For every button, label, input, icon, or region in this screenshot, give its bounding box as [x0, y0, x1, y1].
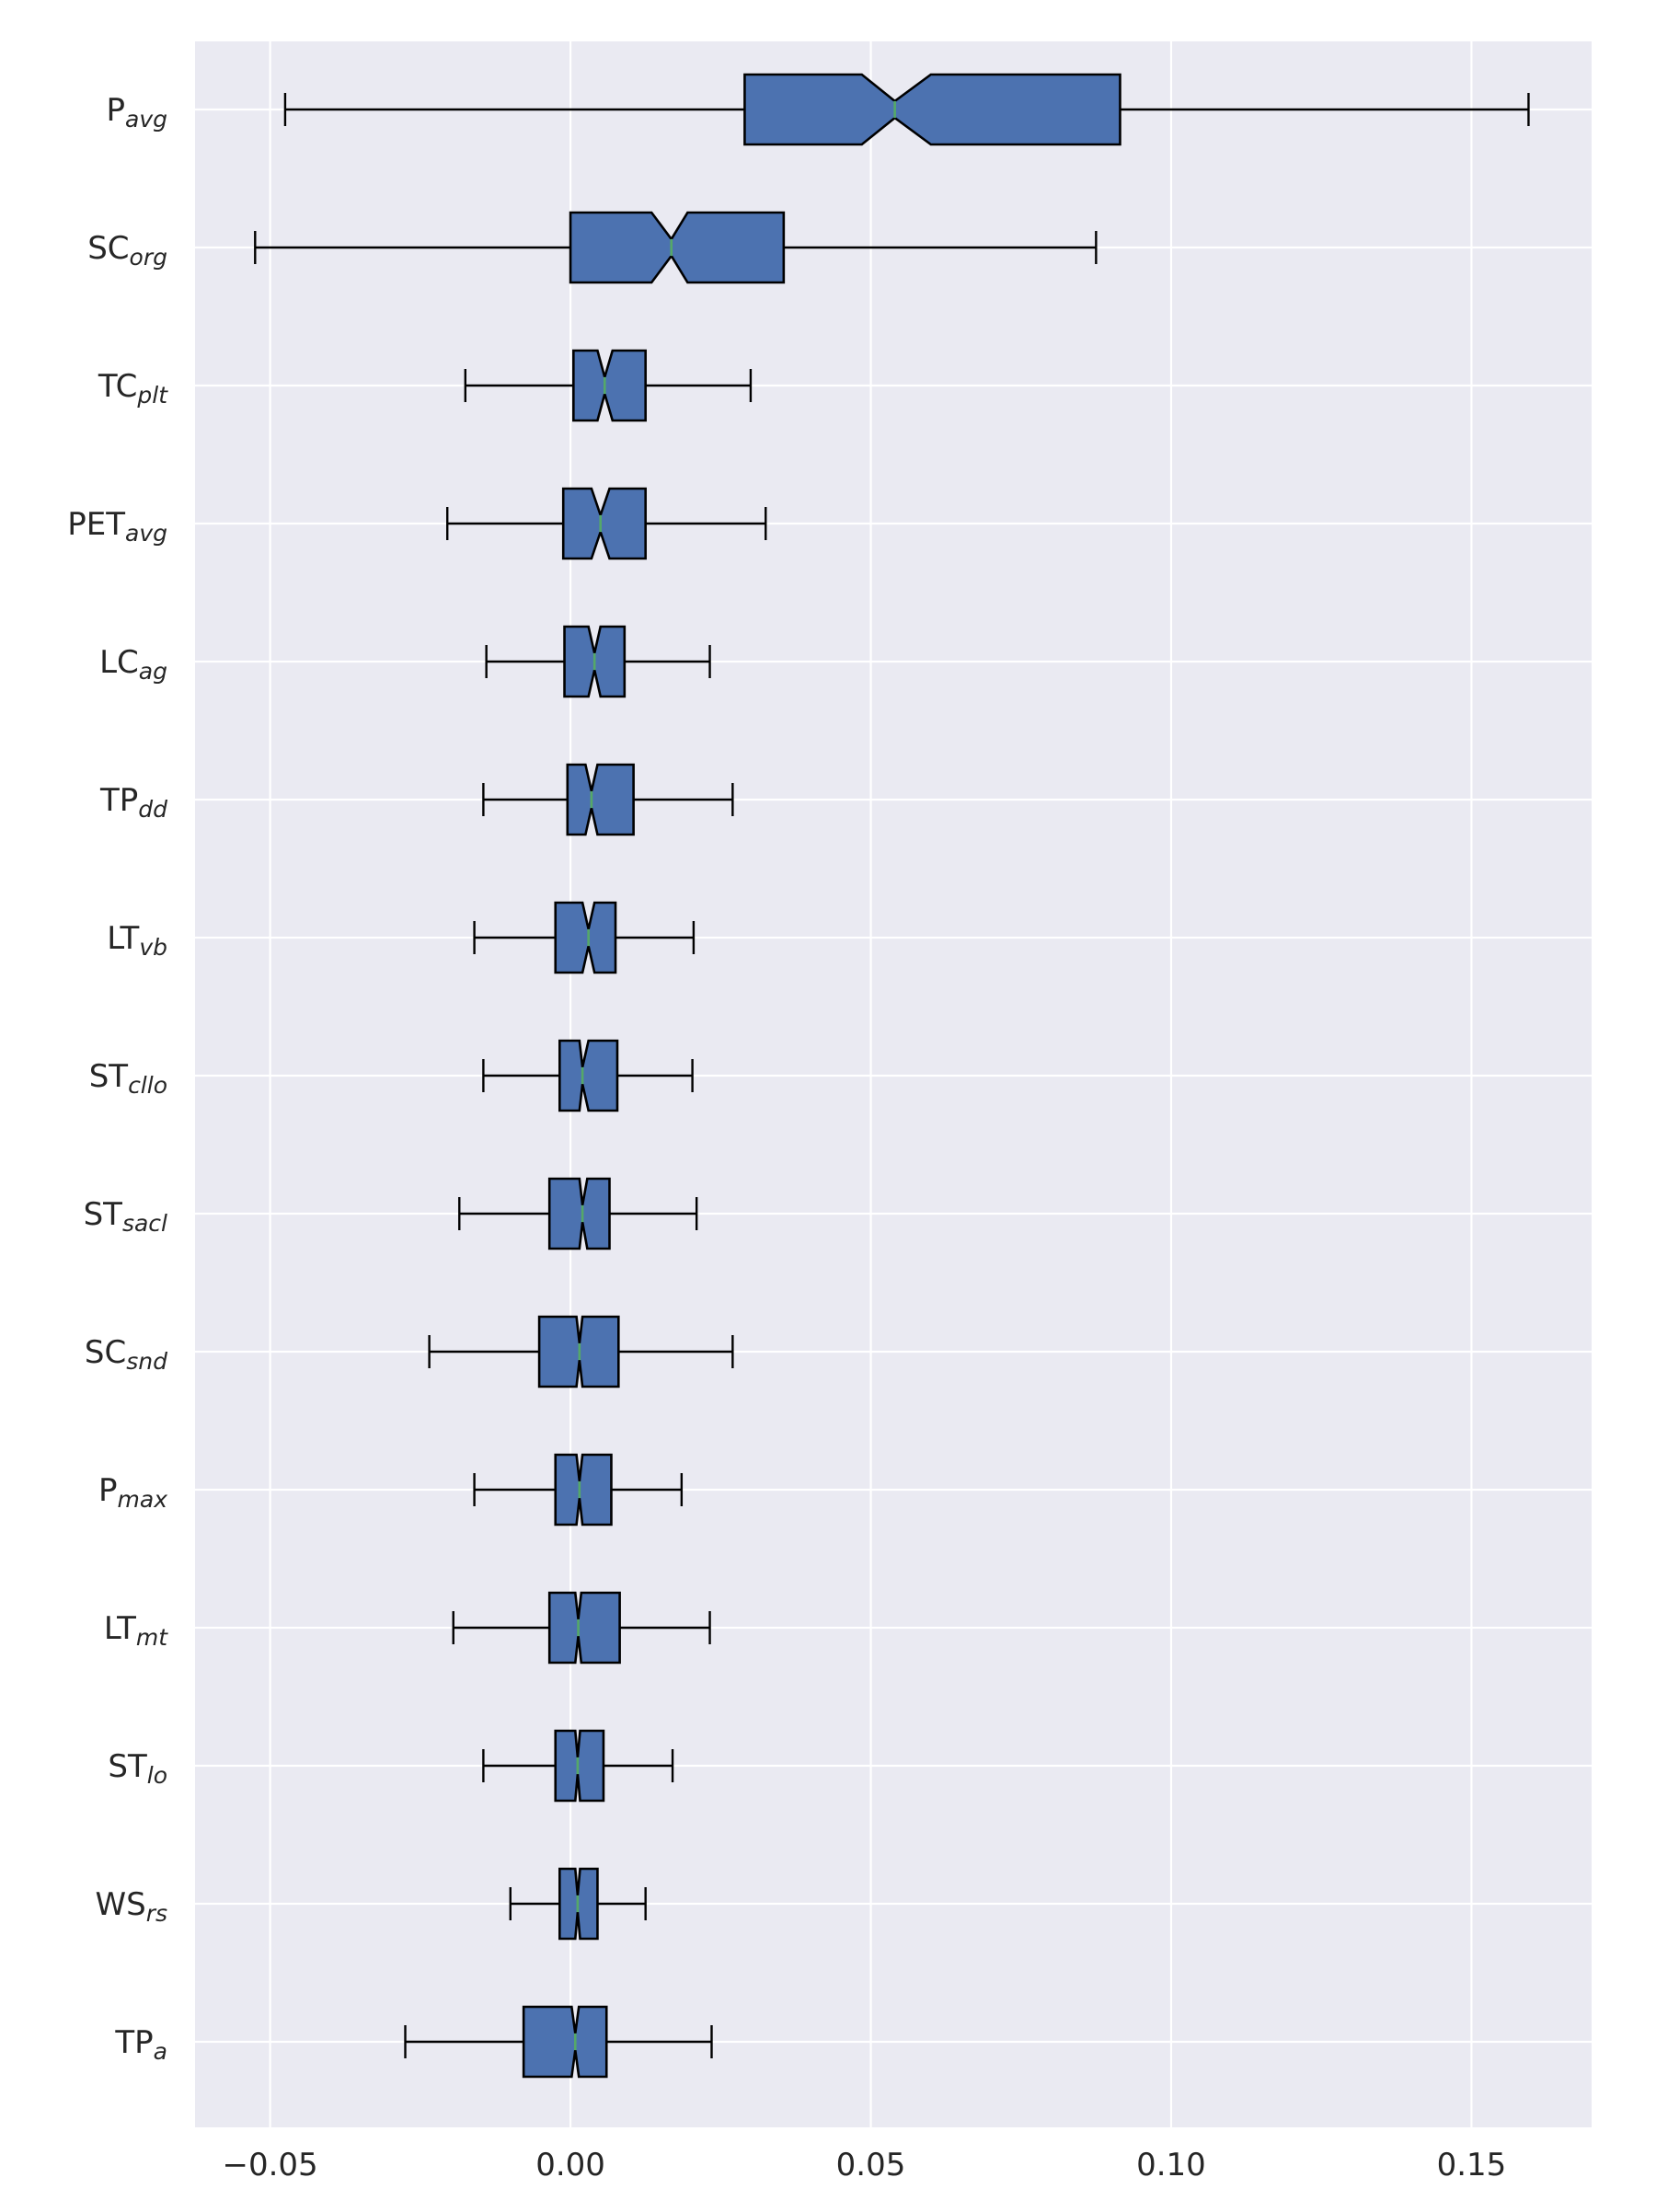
y-tick-label-base: P	[98, 1472, 118, 1509]
notched-box	[558, 1039, 619, 1112]
y-tick-label: TPa	[114, 2024, 167, 2065]
box-group	[428, 1315, 734, 1388]
y-tick-label: Pmax	[98, 1472, 167, 1513]
box-group	[464, 349, 753, 422]
box-group	[283, 73, 1530, 146]
notched-box	[522, 2005, 608, 2079]
y-tick-label: STsacl	[84, 1196, 167, 1237]
notched-box	[554, 901, 617, 974]
x-tick-label: −0.05	[223, 2147, 318, 2183]
notched-box	[547, 1591, 621, 1665]
y-tick-label-base: TP	[114, 2024, 153, 2061]
y-tick-label: Pavg	[107, 92, 168, 132]
y-tick-label-subscript: max	[118, 1486, 168, 1513]
y-tick-label: SCorg	[87, 230, 167, 271]
x-tick-label: 0.15	[1437, 2147, 1507, 2183]
box-group	[509, 1867, 647, 1941]
x-tick-label: 0.05	[836, 2147, 906, 2183]
y-tick-label-subscript: avg	[125, 106, 167, 132]
y-tick-label-subscript: plt	[136, 382, 168, 409]
notched-box	[743, 73, 1121, 146]
y-tick-label: STlo	[108, 1748, 167, 1789]
y-tick-label: STcllo	[89, 1058, 167, 1099]
y-tick-label-subscript: mt	[136, 1624, 168, 1651]
y-tick-label-base: LT	[107, 920, 139, 957]
y-tick-label-subscript: ag	[139, 658, 167, 685]
y-tick-label: LCag	[99, 644, 167, 685]
box-group	[482, 763, 734, 836]
y-tick-label-base: LT	[104, 1610, 136, 1647]
y-tick-label-base: WS	[95, 1886, 145, 1923]
notched-box	[566, 763, 635, 836]
plot-background	[195, 41, 1592, 2127]
notched-box	[554, 1453, 613, 1527]
y-tick-label-base: ST	[89, 1058, 129, 1095]
box-group	[404, 2005, 713, 2079]
y-tick-label: TCplt	[98, 368, 168, 409]
box-group	[482, 1729, 674, 1803]
box-series	[254, 73, 1530, 2079]
y-tick-label-subscript: vb	[139, 934, 167, 961]
y-tick-label-subscript: avg	[125, 520, 167, 547]
y-tick-label-subscript: org	[130, 244, 167, 271]
y-tick-label-subscript: rs	[146, 1900, 167, 1927]
y-tick-label: TPdd	[99, 782, 167, 823]
y-tick-label-base: ST	[108, 1748, 147, 1785]
y-tick-label: SCsnd	[85, 1334, 167, 1375]
y-tick-label-subscript: sacl	[122, 1210, 167, 1237]
box-group	[485, 625, 711, 698]
box-group	[482, 1039, 694, 1112]
box-group	[446, 487, 767, 560]
y-tick-label: LTvb	[107, 920, 167, 961]
y-tick-label-subscript: snd	[126, 1348, 167, 1375]
x-tick-label: 0.10	[1136, 2147, 1206, 2183]
x-axis-ticks: −0.05 0.00 0.05 0.10 0.15	[223, 2147, 1507, 2183]
box-group	[254, 211, 1098, 284]
y-tick-label: PETavg	[67, 506, 167, 547]
y-tick-label-subscript: a	[154, 2038, 167, 2065]
plot-area	[195, 41, 1592, 2127]
box-group	[452, 1591, 711, 1665]
notched-box	[569, 211, 786, 284]
y-tick-label-base: SC	[85, 1334, 126, 1371]
y-axis-ticks: PavgSCorgTCpltPETavgLCagTPddLTvbSTclloST…	[67, 92, 168, 2065]
x-tick-label: 0.00	[535, 2147, 605, 2183]
y-tick-label-base: PET	[67, 506, 125, 543]
y-tick-label-base: P	[107, 92, 126, 129]
y-tick-label-subscript: dd	[138, 796, 167, 823]
y-tick-label: WSrs	[95, 1886, 167, 1927]
y-tick-label-base: TP	[99, 782, 138, 819]
y-tick-label-subscript: cllo	[128, 1072, 167, 1099]
y-tick-label-base: TC	[98, 368, 138, 405]
y-tick-label-base: LC	[99, 644, 139, 681]
notched-box	[554, 1729, 605, 1803]
y-tick-label-base: ST	[84, 1196, 123, 1233]
notched-box	[572, 349, 647, 422]
grid-lines	[195, 41, 1592, 2127]
y-tick-label: LTmt	[104, 1610, 168, 1651]
notched-box	[561, 487, 647, 560]
notched-box	[547, 1177, 611, 1250]
y-tick-label-base: SC	[87, 230, 129, 267]
box-group	[473, 1453, 684, 1527]
box-group	[473, 901, 696, 974]
y-tick-label-subscript: lo	[147, 1762, 167, 1789]
box-group	[458, 1177, 698, 1250]
